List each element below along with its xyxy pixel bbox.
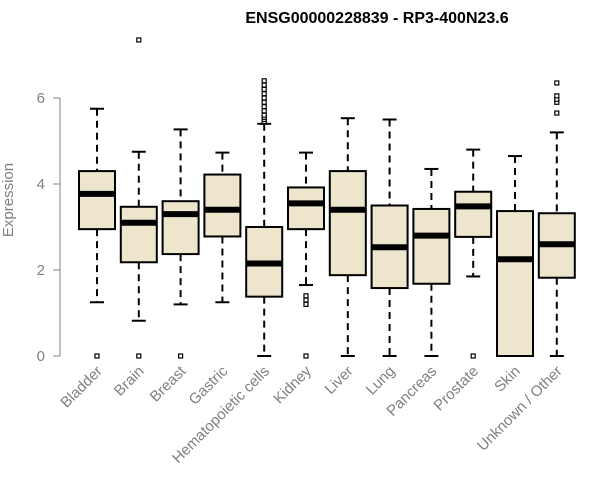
outlier-point [261,99,267,105]
y-axis: 0 2 4 6 [37,90,61,365]
x-tick-label: Liver [322,363,357,398]
x-tick-label: Kidney [270,362,315,407]
box-group [245,78,284,357]
box-group [412,167,451,357]
y-ticks: 0 2 4 6 [37,90,60,365]
outlier-point [303,301,309,307]
outlier-point [261,82,267,88]
outlier-point [136,37,142,43]
outlier-point [261,108,267,114]
x-tick-label: Prostate [430,363,482,415]
iqr-box [496,210,534,357]
outlier-point [303,297,309,303]
x-tick-label: Lung [363,363,399,399]
box-group [496,155,534,357]
iqr-box [119,205,158,264]
x-tick-label: Bladder [57,363,106,412]
box-group [454,148,493,359]
outlier-point [261,112,267,118]
outlier-point [136,353,142,359]
box-group [537,80,576,357]
iqr-box [161,200,200,256]
outlier-point [94,353,100,359]
iqr-box [287,186,325,231]
iqr-box [412,207,451,285]
outlier-point [554,80,560,86]
iqr-box [454,190,493,238]
chart-title: ENSG00000228839 - RP3-400N23.6 [245,10,508,27]
x-tick-label: Skin [491,363,524,396]
outlier-point [554,93,560,99]
outlier-point [261,86,267,93]
box-group [161,128,200,359]
outlier-point [261,95,267,101]
outlier-point [554,110,560,116]
y-tick-label: 0 [37,348,45,365]
outlier-point [178,353,184,359]
outlier-point [261,103,267,110]
box-group [287,151,325,359]
boxes-layer [78,37,576,359]
x-tick-label: Brain [111,363,148,400]
outlier-point [261,91,267,97]
x-tick-label: Breast [147,362,190,405]
y-axis-label: Expression [0,163,17,237]
y-tick-label: 2 [37,262,45,279]
box-group [203,151,242,304]
outlier-point [470,353,476,359]
box-group [119,37,158,359]
iqr-box [203,173,242,238]
y-tick-label: 6 [37,90,45,107]
outlier-point [303,293,309,299]
outlier-point [261,78,267,84]
box-group [370,118,409,357]
box-group [328,117,367,357]
outlier-point [303,353,309,359]
box-group [78,107,116,359]
iqr-box [78,170,116,231]
iqr-box [328,170,367,277]
y-tick-label: 4 [37,176,45,193]
